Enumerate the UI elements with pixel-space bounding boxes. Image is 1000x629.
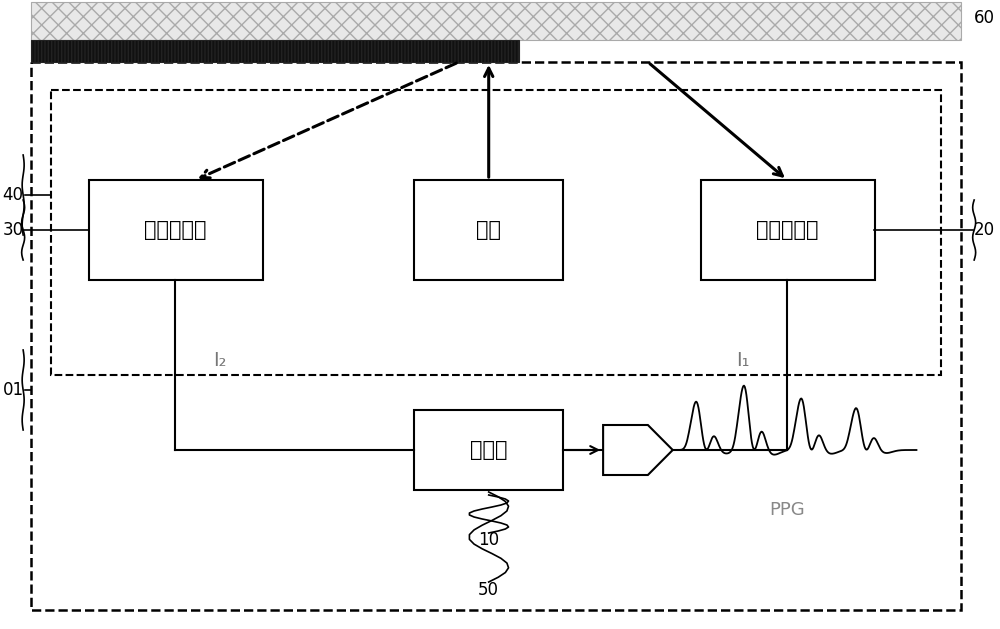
Text: 20: 20	[974, 221, 995, 239]
Text: 40: 40	[3, 186, 24, 204]
Text: I₂: I₂	[213, 350, 227, 369]
Bar	[51, 90, 941, 375]
Bar	[89, 180, 263, 280]
Bar	[701, 180, 875, 280]
Text: 第二接收器: 第二接收器	[144, 220, 207, 240]
Text: 第一接收器: 第一接收器	[756, 220, 818, 240]
Text: 光源: 光源	[476, 220, 501, 240]
Bar	[31, 2, 961, 40]
Text: 10: 10	[478, 531, 499, 549]
Bar	[31, 40, 519, 62]
Bar	[31, 62, 961, 610]
Text: 处理器: 处理器	[470, 440, 507, 460]
Text: 30: 30	[3, 221, 24, 239]
Bar	[414, 180, 563, 280]
Text: 01: 01	[3, 381, 24, 399]
Text: I₁: I₁	[736, 350, 749, 369]
Text: PPG: PPG	[769, 501, 805, 519]
Polygon shape	[603, 425, 673, 475]
Text: 60: 60	[974, 9, 995, 27]
Text: 50: 50	[478, 581, 499, 599]
Bar	[414, 410, 563, 490]
